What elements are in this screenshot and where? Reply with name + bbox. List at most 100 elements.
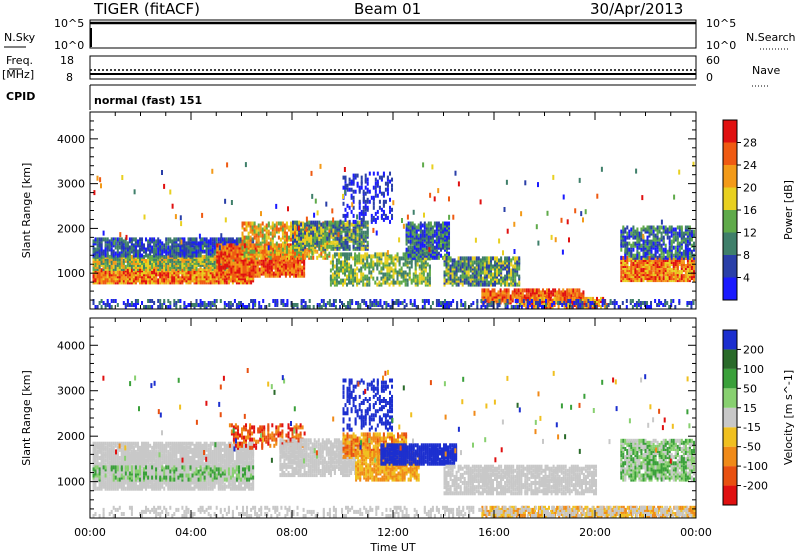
heatmap-cell xyxy=(427,255,430,260)
heatmap-cell xyxy=(277,227,280,232)
heatmap-cell xyxy=(277,253,280,258)
heatmap-cell xyxy=(541,296,544,301)
heatmap-cell xyxy=(428,272,431,277)
heatmap-cell xyxy=(267,253,270,258)
heatmap-cell xyxy=(329,282,332,287)
heatmap-cell xyxy=(406,282,409,287)
heatmap-cell xyxy=(648,270,651,275)
heatmap-cell xyxy=(292,244,295,249)
heatmap-cell xyxy=(173,278,176,283)
heatmap-cell xyxy=(96,254,99,259)
heatmap-cell xyxy=(269,241,272,246)
date-title: 30/Apr/2013 xyxy=(590,0,684,18)
heatmap-cell xyxy=(366,252,369,257)
heatmap-cell xyxy=(143,243,146,248)
heatmap-cell xyxy=(249,221,252,226)
heatmap-cell xyxy=(431,225,434,230)
heatmap-cell xyxy=(515,288,518,293)
heatmap-cell xyxy=(562,288,565,293)
heatmap-cell xyxy=(302,240,305,245)
heatmap-cell xyxy=(445,256,448,261)
heatmap-cell xyxy=(147,239,150,244)
heatmap-cell xyxy=(654,256,657,260)
heatmap-cell xyxy=(376,181,379,186)
heatmap-cell xyxy=(342,278,345,283)
heatmap-cell xyxy=(199,245,202,250)
heatmap-cell xyxy=(548,288,551,293)
heatmap-cell xyxy=(310,220,313,225)
heatmap-cell xyxy=(489,290,492,295)
heatmap-cell xyxy=(130,278,133,283)
heatmap-cell xyxy=(398,260,401,265)
heatmap-cell xyxy=(100,254,103,259)
heatmap-cell xyxy=(469,268,472,273)
heatmap-cell xyxy=(378,175,381,180)
heatmap-cell xyxy=(114,278,117,283)
heatmap-cell xyxy=(102,249,105,254)
heatmap-cell xyxy=(525,292,528,297)
heatmap-cell xyxy=(356,258,359,263)
heatmap-cell xyxy=(498,258,501,263)
heatmap-cell xyxy=(262,259,265,264)
heatmap-cell xyxy=(227,278,230,283)
heatmap-cell xyxy=(571,299,574,303)
heatmap-cell xyxy=(301,265,304,270)
heatmap-cell xyxy=(279,221,282,226)
heatmap-cell xyxy=(368,171,371,176)
heatmap-cell xyxy=(437,235,440,240)
heatmap-cell xyxy=(402,256,405,261)
heatmap-cell xyxy=(124,264,127,269)
heatmap-cell xyxy=(124,276,127,281)
heatmap-cell xyxy=(287,259,290,264)
heatmap-cell xyxy=(106,278,109,283)
heatmap-cell xyxy=(448,229,451,234)
heatmap-cell xyxy=(535,294,538,299)
heatmap-cell xyxy=(394,280,397,285)
heatmap-cell xyxy=(213,249,216,254)
heatmap-cell xyxy=(267,241,270,246)
heatmap-cell xyxy=(427,221,430,226)
heatmap-cell xyxy=(211,241,214,246)
heatmap-cell xyxy=(126,278,129,283)
heatmap-cell xyxy=(508,274,511,279)
heatmap-cell xyxy=(406,272,409,277)
heatmap-cell xyxy=(485,288,488,293)
heatmap-cell xyxy=(384,256,387,261)
heatmap-cell xyxy=(296,249,299,254)
heatmap-cell xyxy=(380,282,383,287)
heatmap-cell xyxy=(344,268,347,273)
heatmap-cell xyxy=(358,228,361,233)
heatmap-cell xyxy=(531,296,534,301)
heatmap-cell xyxy=(390,260,393,265)
heatmap-cell xyxy=(244,278,247,283)
heatmap-cell xyxy=(444,227,447,232)
heatmap-cell xyxy=(413,243,416,248)
heatmap-cell xyxy=(419,233,422,238)
heatmap-cell xyxy=(257,237,260,242)
heatmap-cell xyxy=(479,260,482,265)
heatmap-cell xyxy=(386,181,389,186)
heatmap-cell xyxy=(139,247,142,252)
heatmap-cell xyxy=(116,249,119,254)
heatmap-cell xyxy=(477,280,480,285)
heatmap-cell xyxy=(340,230,343,235)
heatmap-cell xyxy=(290,229,293,234)
heatmap-cell xyxy=(221,278,224,283)
heatmap-cell xyxy=(624,268,627,273)
heatmap-cell xyxy=(118,245,121,250)
heatmap-cell xyxy=(389,209,392,214)
heatmap-cell xyxy=(273,231,276,236)
heatmap-cell xyxy=(285,221,288,226)
heatmap-cell xyxy=(171,239,174,244)
heatmap-cell xyxy=(360,230,363,235)
heatmap-cell xyxy=(346,264,349,269)
heatmap-cell xyxy=(481,270,484,275)
heatmap-cell xyxy=(350,280,353,285)
heatmap-cell xyxy=(130,245,133,250)
heatmap-cell xyxy=(224,273,227,278)
heatmap-cell xyxy=(505,294,508,299)
heatmap-cells xyxy=(92,161,696,309)
heatmap-cell xyxy=(346,211,349,216)
heatmap-cell xyxy=(510,276,513,281)
heatmap-cell xyxy=(100,251,103,256)
